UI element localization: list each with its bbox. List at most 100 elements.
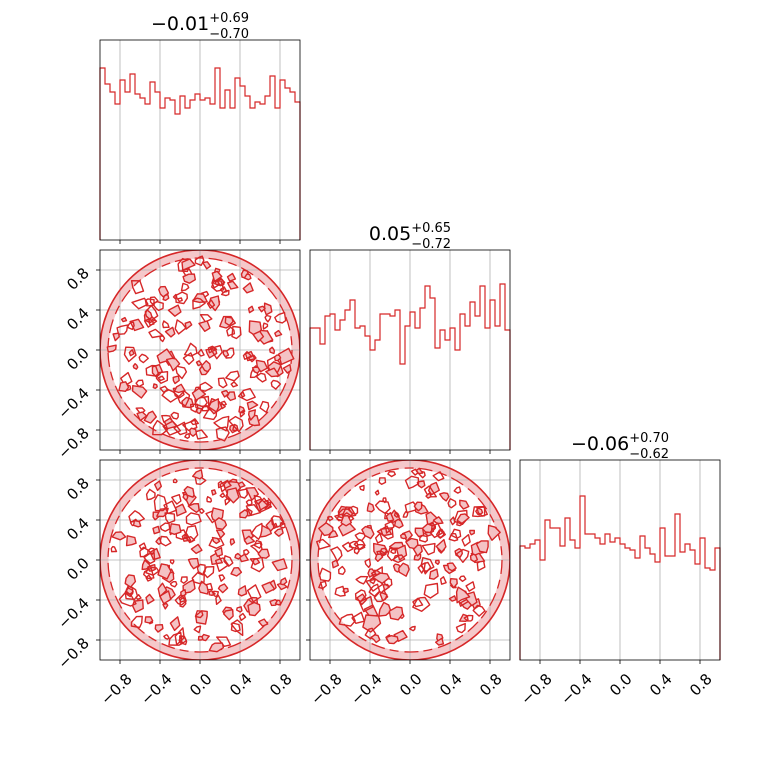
x-tick-label: −0.4 (347, 670, 385, 708)
contour-island (420, 561, 432, 575)
contour-island (191, 387, 207, 401)
contour-island (190, 403, 199, 413)
contour-island (423, 582, 439, 599)
contour-island (358, 596, 374, 613)
contour-island (228, 415, 244, 433)
title-error-plus: +0.69 (209, 11, 249, 26)
contour-island (215, 594, 222, 605)
x-tick-label: −0.4 (137, 670, 175, 708)
contour-island (211, 590, 219, 598)
contour-island (215, 426, 230, 442)
contour-island (252, 330, 265, 343)
contour-island (222, 350, 230, 358)
x-tick-label: 0.4 (226, 670, 256, 700)
contour-island (230, 381, 238, 388)
contour-island (465, 581, 476, 592)
contour-island (135, 379, 144, 388)
contour-island (162, 602, 169, 610)
contour-island (215, 529, 226, 539)
contour-island (274, 329, 283, 338)
contour-island (163, 500, 178, 515)
contour-island (374, 489, 380, 496)
contour-island (197, 348, 205, 357)
contour-island (155, 371, 169, 384)
contour-island (277, 347, 295, 366)
contour-island (387, 471, 396, 478)
y-tick-label: −0.8 (54, 424, 92, 462)
contour-island (110, 545, 118, 553)
contour-island (163, 634, 170, 640)
contour-island (432, 471, 445, 482)
contour-island (120, 316, 128, 323)
contour-island (368, 583, 381, 597)
contour-island (366, 502, 375, 513)
contour-island (198, 320, 211, 332)
contour-island (380, 527, 394, 540)
contour-island (348, 540, 359, 549)
contour-island (220, 286, 228, 294)
contour-island (171, 494, 182, 505)
contour-island (116, 324, 129, 335)
contour-island (189, 427, 198, 437)
contour-island (318, 580, 327, 590)
contour-island (138, 353, 149, 364)
contour-island (172, 478, 178, 484)
contour-island (374, 532, 384, 544)
contour-island (247, 305, 255, 314)
title-error-minus: −0.72 (411, 237, 451, 252)
contour-island (330, 546, 343, 562)
contour-island (270, 379, 282, 390)
contour-island (190, 543, 203, 555)
contour-island (139, 546, 149, 558)
contour-island (448, 532, 459, 542)
contour-island (125, 535, 137, 547)
contour-island (469, 529, 475, 536)
panel-title-1: −0.01+0.69 −0.70 (151, 11, 249, 42)
contour-island (136, 411, 148, 422)
contour-island (144, 616, 154, 624)
contour-island (174, 365, 188, 380)
contour-island (201, 405, 210, 412)
contour-island (413, 501, 423, 512)
contour-island (195, 360, 203, 367)
contour-island (145, 574, 153, 582)
contour-island (266, 501, 272, 509)
contour-island (231, 325, 242, 340)
contour-island (447, 498, 457, 509)
contour-island (217, 377, 228, 389)
contour-island (374, 553, 384, 562)
contour-island (180, 589, 187, 597)
contour-island (148, 547, 155, 555)
contour-island (265, 367, 280, 378)
contour-island (362, 614, 382, 633)
contour-island (145, 488, 156, 501)
contour-inner-boundary (107, 467, 293, 653)
contour-island (409, 625, 416, 632)
y-tick-label: 0.4 (63, 304, 93, 334)
contour-island (155, 536, 162, 545)
contour-island (152, 383, 158, 390)
contour-island (263, 302, 273, 316)
contour-island (172, 375, 180, 385)
contour-island (143, 410, 157, 424)
contour-island (152, 525, 161, 535)
contour-island (393, 518, 404, 529)
y-tick-label: 0.8 (63, 264, 93, 294)
contour-island (162, 420, 182, 436)
contour-island (242, 351, 253, 360)
contour-island (159, 335, 166, 343)
contour-island (193, 625, 202, 634)
contour-island (169, 559, 175, 565)
contour-island (266, 356, 282, 373)
x-tick-label: 0.4 (436, 670, 466, 700)
contour-island (255, 359, 268, 373)
contour-island (143, 552, 156, 565)
contour-island (246, 400, 259, 411)
contour-island (211, 536, 221, 545)
y-tick-label: −0.4 (54, 594, 92, 632)
title-error-minus: −0.62 (629, 447, 669, 462)
contour-island (487, 524, 501, 541)
panel-title-3: −0.06+0.70 −0.62 (571, 431, 669, 462)
contour-island (384, 520, 395, 534)
